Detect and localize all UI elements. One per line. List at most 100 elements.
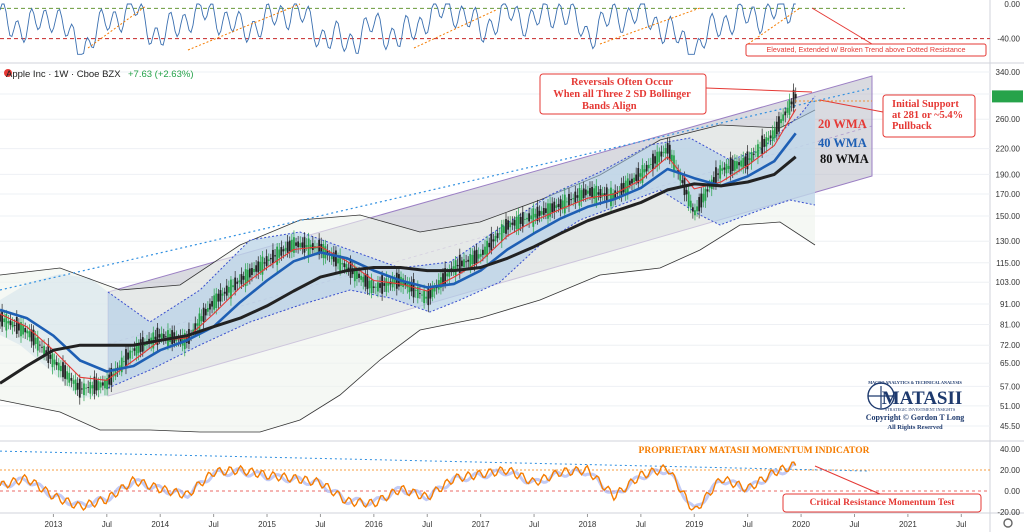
candle-body xyxy=(238,280,241,283)
candle-body xyxy=(761,135,764,154)
candle-body xyxy=(381,275,384,294)
candle-body xyxy=(622,182,625,193)
candle-body xyxy=(204,308,207,316)
candle-body xyxy=(196,323,199,326)
candle-body xyxy=(372,286,375,288)
candle-body xyxy=(429,289,432,299)
candle-body xyxy=(379,283,381,288)
price-tick-label: 170.00 xyxy=(996,190,1021,199)
candle-body xyxy=(706,189,709,192)
candle-body xyxy=(696,206,698,212)
candle-body xyxy=(584,189,587,196)
candle-body xyxy=(738,162,740,166)
candle-body xyxy=(759,147,761,149)
candle-body xyxy=(544,208,547,213)
candle-body xyxy=(555,205,558,208)
candle-body xyxy=(517,214,520,231)
candle-body xyxy=(513,220,516,226)
candle-body xyxy=(639,173,642,177)
candle-body xyxy=(156,327,159,346)
candle-body xyxy=(70,378,73,381)
top-trendline xyxy=(599,7,701,45)
candle-body xyxy=(492,239,495,242)
candle-body xyxy=(419,293,421,294)
candle-body xyxy=(574,191,577,203)
candle-body xyxy=(362,276,365,283)
candle-body xyxy=(603,193,606,196)
candle-body xyxy=(687,191,690,207)
top-pane-tick-label: -40.00 xyxy=(997,35,1020,44)
candle-body xyxy=(244,269,247,287)
candle-body xyxy=(377,282,379,292)
candle-body xyxy=(125,349,127,368)
candle-body xyxy=(383,283,386,286)
candle-body xyxy=(794,94,797,99)
candle-body xyxy=(76,382,79,390)
candle-body xyxy=(763,138,766,147)
candle-body xyxy=(635,174,638,181)
price-tick-label: 65.00 xyxy=(1000,359,1021,368)
candle-body xyxy=(253,268,255,273)
x-tick-label: Jul xyxy=(315,520,325,529)
candle-body xyxy=(780,119,782,124)
candle-body xyxy=(731,159,734,171)
candle-body xyxy=(668,144,671,161)
candle-body xyxy=(576,195,579,198)
candle-body xyxy=(652,153,654,170)
candle-body xyxy=(742,157,745,169)
candle-body xyxy=(51,353,54,368)
candle-body xyxy=(32,329,35,346)
candle-body xyxy=(649,164,652,165)
candle-body xyxy=(414,290,417,292)
gear-icon[interactable] xyxy=(1003,518,1013,528)
candle-body xyxy=(74,379,77,391)
candle-body xyxy=(704,188,707,201)
x-tick-label: 2013 xyxy=(45,520,63,529)
candle-body xyxy=(120,357,123,373)
candle-body xyxy=(112,373,115,376)
candle-body xyxy=(261,256,264,275)
candle-body xyxy=(582,188,585,198)
momentum-callout-box xyxy=(782,493,982,513)
x-tick-label: Jul xyxy=(956,520,966,529)
candle-body xyxy=(368,280,371,289)
candle-body xyxy=(681,180,684,183)
candle-body xyxy=(364,273,367,287)
candle-body xyxy=(259,261,262,272)
candle-body xyxy=(775,121,778,135)
candle-body xyxy=(276,246,279,265)
candle-body xyxy=(521,212,524,227)
candle-body xyxy=(240,274,243,285)
candle-body xyxy=(694,210,696,216)
candle-body xyxy=(30,329,33,342)
candle-body xyxy=(293,237,295,253)
candle-body xyxy=(778,116,780,132)
momentum-signal-band xyxy=(0,462,796,508)
candle-body xyxy=(757,144,759,158)
candle-body xyxy=(784,111,787,116)
candle-body xyxy=(458,254,461,274)
candle-body xyxy=(28,331,31,338)
candle-body xyxy=(43,345,45,355)
candle-body xyxy=(469,253,472,268)
candle-body xyxy=(593,188,596,199)
candle-body xyxy=(727,165,730,170)
candle-body xyxy=(643,169,646,173)
top-oscillator-line xyxy=(0,3,796,55)
candle-body xyxy=(9,320,12,326)
momentum-tick-label: 20.00 xyxy=(1000,466,1021,475)
candle-body xyxy=(505,219,507,234)
x-tick-label: 2021 xyxy=(899,520,917,529)
candle-body xyxy=(689,200,692,208)
candle-body xyxy=(523,218,526,220)
candle-body xyxy=(129,350,132,359)
candle-body xyxy=(605,187,608,202)
candle-body xyxy=(370,280,373,293)
candle-body xyxy=(366,274,369,290)
candle-body xyxy=(101,382,104,386)
candle-body xyxy=(341,263,344,265)
candle-body xyxy=(509,222,512,228)
candle-body xyxy=(536,206,539,221)
candle-body xyxy=(0,313,1,322)
